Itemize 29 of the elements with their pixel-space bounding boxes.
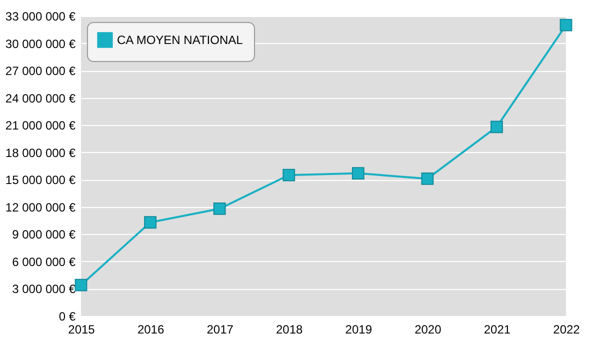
x-tick-label: 2017 [206, 322, 234, 336]
point [74, 278, 88, 292]
point [352, 167, 364, 180]
point [421, 172, 434, 185]
point [282, 168, 296, 182]
x-tick-label: 2021 [484, 322, 511, 336]
y-tick-label: 18 000 000 € [5, 146, 76, 160]
y-tick-label: 24 000 000 € [5, 91, 76, 106]
x-tick-label: 2016 [137, 322, 164, 336]
y-tick-label: 15 000 000 € [5, 173, 76, 188]
point [490, 120, 503, 134]
point [213, 202, 226, 215]
y-tick-label: 21 000 000 € [5, 118, 76, 133]
y-tick-label: 27 000 000 € [5, 64, 76, 78]
x-tick-label: 2022 [553, 322, 580, 336]
y-tick-label: 33 000 000 € [5, 10, 76, 24]
y-tick-label: 9 000 000 € [12, 228, 76, 242]
x-tick-label: 2020 [414, 322, 442, 336]
y-tick-label: 0 € [58, 310, 76, 324]
y-tick-label: 30 000 000 € [5, 36, 76, 51]
x-tick-label: 2015 [68, 322, 96, 336]
y-tick-label: 6 000 000 € [12, 254, 76, 269]
point [144, 216, 156, 229]
y-tick-label: 12 000 000 € [5, 200, 76, 214]
y-tick-label: 3 000 000 € [12, 282, 76, 296]
point [560, 18, 572, 32]
legend-label: CA MOYEN NATIONAL [117, 33, 244, 47]
x-tick-label: 2019 [345, 322, 372, 336]
x-tick-label: 2018 [276, 322, 304, 336]
